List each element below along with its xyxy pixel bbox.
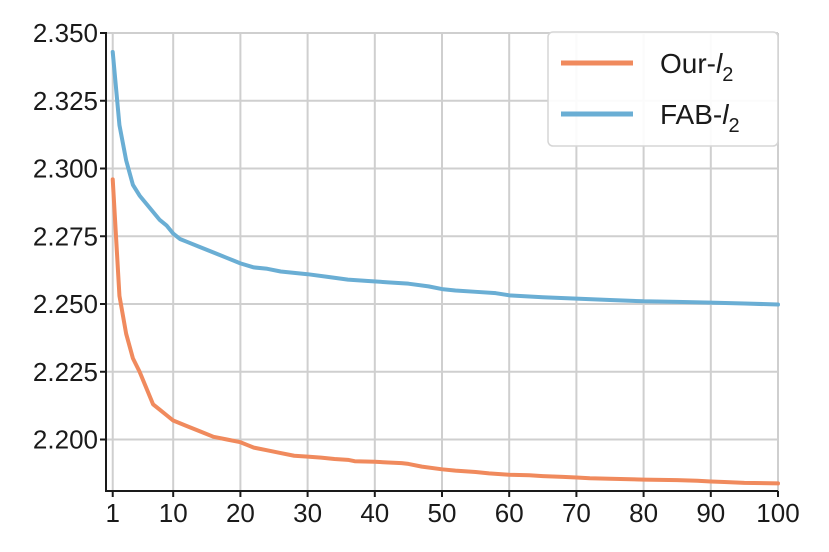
x-tick-label: 10 — [159, 498, 188, 528]
legend-label: FAB-l2 — [660, 99, 740, 137]
x-tick-label: 100 — [756, 498, 799, 528]
legend-label: Our-l2 — [660, 48, 733, 86]
x-tick-label: 1 — [105, 498, 119, 528]
y-tick-label: 2.350 — [33, 18, 98, 48]
x-tick-label: 80 — [629, 498, 658, 528]
y-tick-label: 2.200 — [33, 425, 98, 455]
y-tick-label: 2.300 — [33, 154, 98, 184]
x-tick-label: 60 — [495, 498, 524, 528]
x-tick-label: 30 — [293, 498, 322, 528]
series-line-fab-l2 — [110, 49, 780, 307]
tick-labels: 1 10 20 30 40 50 60 70 80 90 100 2.200 2.225 2.250 2.2… — [33, 18, 800, 528]
series-line-our-l2 — [110, 177, 780, 486]
y-tick-label: 2.325 — [33, 86, 98, 116]
x-tick-label: 90 — [696, 498, 725, 528]
x-tick-label: 70 — [562, 498, 591, 528]
legend: Our-l2 FAB-l2 — [547, 31, 779, 147]
y-tick-label: 2.275 — [33, 221, 98, 251]
x-tick-label: 50 — [428, 498, 457, 528]
y-tick-label: 2.225 — [33, 357, 98, 387]
x-tick-label: 40 — [360, 498, 389, 528]
series-lines — [110, 49, 780, 486]
x-tick-label: 20 — [226, 498, 255, 528]
y-tick-label: 2.250 — [33, 289, 98, 319]
